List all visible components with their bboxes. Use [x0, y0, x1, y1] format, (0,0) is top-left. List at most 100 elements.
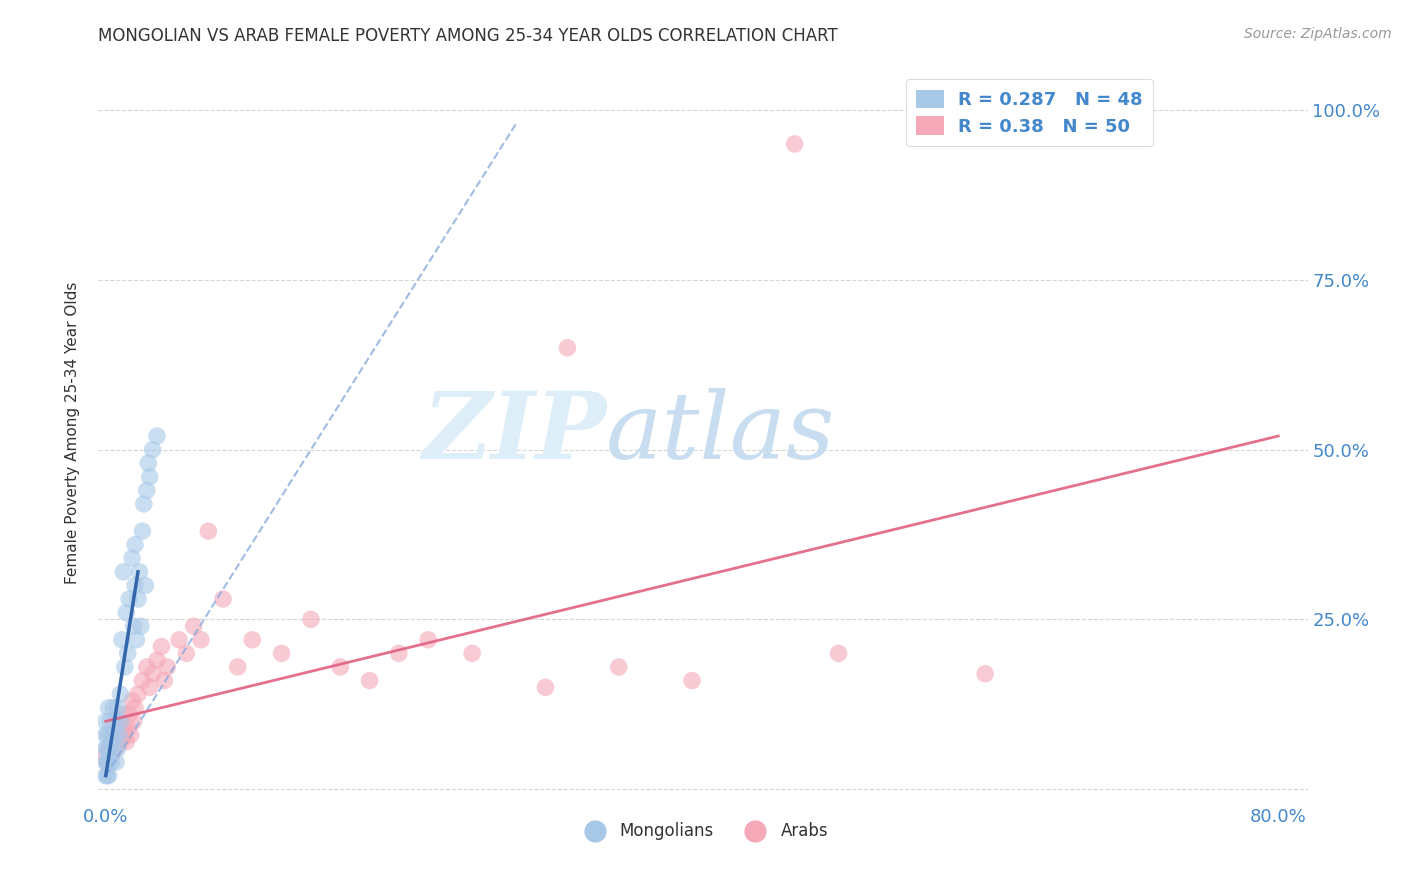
Point [97, 700, 120, 714]
Point [226, 660, 249, 674]
Point [103, 728, 125, 742]
Point [783, 136, 806, 151]
Point [122, 619, 145, 633]
Text: Source: ZipAtlas.com: Source: ZipAtlas.com [1244, 27, 1392, 41]
Point [96, 755, 118, 769]
Point [97, 741, 120, 756]
Point [94, 748, 117, 763]
Point [108, 728, 131, 742]
Point [100, 755, 122, 769]
Point [146, 429, 169, 443]
Point [128, 565, 150, 579]
Point [461, 646, 484, 660]
Point [105, 755, 128, 769]
Point [270, 646, 292, 660]
Point [105, 714, 128, 729]
Point [138, 469, 160, 483]
Point [607, 660, 630, 674]
Point [111, 721, 134, 735]
Point [167, 632, 190, 647]
Point [101, 741, 124, 756]
Point [150, 640, 173, 654]
Point [212, 592, 235, 607]
Point [134, 578, 156, 592]
Point [974, 666, 997, 681]
Point [121, 694, 143, 708]
Point [94, 755, 117, 769]
Point [94, 714, 117, 729]
Point [557, 341, 579, 355]
Point [681, 673, 703, 688]
Point [115, 606, 138, 620]
Point [121, 551, 143, 566]
Point [111, 632, 134, 647]
Point [124, 700, 146, 714]
Point [183, 619, 205, 633]
Point [122, 714, 145, 729]
Point [115, 734, 138, 748]
Point [142, 442, 165, 457]
Point [117, 646, 139, 660]
Point [129, 619, 152, 633]
Point [131, 673, 153, 688]
Point [156, 660, 179, 674]
Text: MONGOLIAN VS ARAB FEMALE POVERTY AMONG 25-34 YEAR OLDS CORRELATION CHART: MONGOLIAN VS ARAB FEMALE POVERTY AMONG 2… [98, 27, 838, 45]
Point [94, 741, 117, 756]
Point [108, 714, 131, 729]
Point [827, 646, 849, 660]
Point [124, 538, 146, 552]
Point [135, 483, 157, 498]
Point [103, 721, 125, 735]
Point [107, 728, 129, 742]
Point [98, 741, 121, 756]
Point [138, 681, 160, 695]
Text: ZIP: ZIP [422, 388, 606, 477]
Point [142, 666, 165, 681]
Point [190, 632, 212, 647]
Point [97, 755, 120, 769]
Point [96, 728, 118, 742]
Point [107, 741, 129, 756]
Point [96, 755, 118, 769]
Point [100, 748, 122, 763]
Point [359, 673, 381, 688]
Point [127, 687, 149, 701]
Point [136, 456, 159, 470]
Point [131, 524, 153, 538]
Point [534, 681, 557, 695]
Point [98, 728, 121, 742]
Point [101, 734, 124, 748]
Point [114, 660, 136, 674]
Point [197, 524, 219, 538]
Point [97, 769, 120, 783]
Point [114, 728, 136, 742]
Point [112, 565, 135, 579]
Point [146, 653, 169, 667]
Point [124, 578, 146, 592]
Text: atlas: atlas [606, 388, 835, 477]
Point [127, 592, 149, 607]
Legend: Mongolians, Arabs: Mongolians, Arabs [571, 815, 835, 847]
Point [418, 632, 440, 647]
Point [125, 632, 148, 647]
Point [110, 714, 132, 729]
Point [98, 714, 121, 729]
Point [96, 769, 118, 783]
Point [94, 728, 117, 742]
Point [107, 700, 129, 714]
Point [176, 646, 198, 660]
Point [329, 660, 352, 674]
Point [110, 687, 132, 701]
Point [118, 592, 141, 607]
Point [117, 721, 139, 735]
Point [132, 497, 155, 511]
Point [112, 707, 135, 722]
Point [94, 769, 117, 783]
Point [299, 612, 322, 626]
Point [240, 632, 263, 647]
Point [153, 673, 176, 688]
Point [101, 700, 124, 714]
Point [100, 728, 122, 742]
Point [96, 741, 118, 756]
Point [105, 741, 128, 756]
